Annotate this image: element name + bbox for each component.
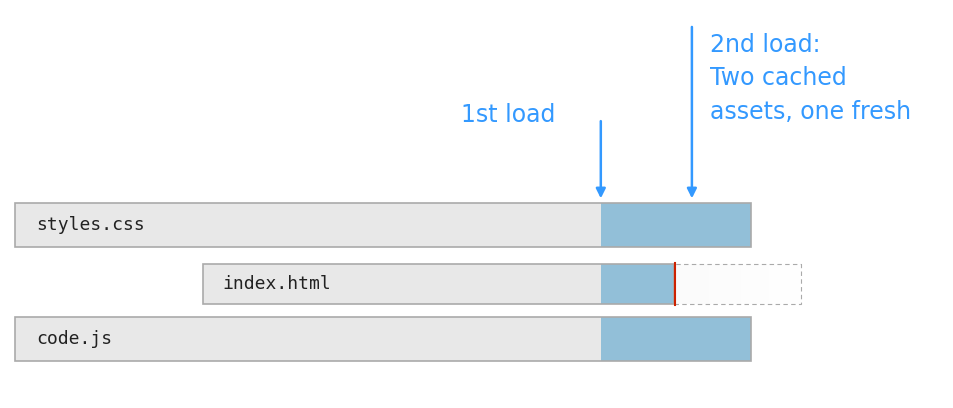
Bar [600, 264, 673, 304]
Bar [746, 264, 749, 304]
Bar [794, 264, 797, 304]
Bar [673, 264, 801, 304]
Bar [15, 317, 750, 361]
Text: 2nd load:
Two cached
assets, one fresh: 2nd load: Two cached assets, one fresh [709, 33, 910, 124]
Bar [756, 264, 759, 304]
Bar [765, 264, 768, 304]
Bar [708, 264, 711, 304]
Bar [715, 264, 718, 304]
Bar [682, 264, 686, 304]
Bar [753, 264, 756, 304]
Bar [734, 264, 737, 304]
Bar [797, 264, 801, 304]
Bar [720, 264, 724, 304]
Text: code.js: code.js [36, 330, 112, 348]
Bar [701, 264, 705, 304]
Bar [705, 264, 708, 304]
Bar [759, 264, 762, 304]
Text: styles.css: styles.css [36, 216, 145, 234]
Bar [749, 264, 753, 304]
Bar [781, 264, 784, 304]
Bar [768, 264, 772, 304]
Bar [740, 264, 743, 304]
Bar [692, 264, 696, 304]
Bar [762, 264, 765, 304]
Bar [15, 203, 750, 247]
Text: 1st load: 1st load [460, 103, 555, 127]
Bar [711, 264, 715, 304]
Bar [724, 264, 727, 304]
Bar [203, 264, 600, 304]
Bar [673, 264, 676, 304]
Bar [676, 264, 679, 304]
Bar [689, 264, 692, 304]
Text: index.html: index.html [223, 275, 332, 293]
Bar [600, 317, 750, 361]
Bar [743, 264, 746, 304]
Bar [772, 264, 775, 304]
Bar [787, 264, 791, 304]
Bar [203, 264, 673, 304]
Bar [600, 203, 750, 247]
Bar [775, 264, 778, 304]
Bar [727, 264, 730, 304]
Bar [784, 264, 787, 304]
Bar [15, 203, 600, 247]
Bar [699, 264, 701, 304]
Bar [686, 264, 689, 304]
Bar [718, 264, 720, 304]
Bar [737, 264, 740, 304]
Bar [730, 264, 734, 304]
Bar [679, 264, 682, 304]
Bar [15, 317, 600, 361]
Bar [778, 264, 781, 304]
Bar [791, 264, 794, 304]
Bar [696, 264, 699, 304]
